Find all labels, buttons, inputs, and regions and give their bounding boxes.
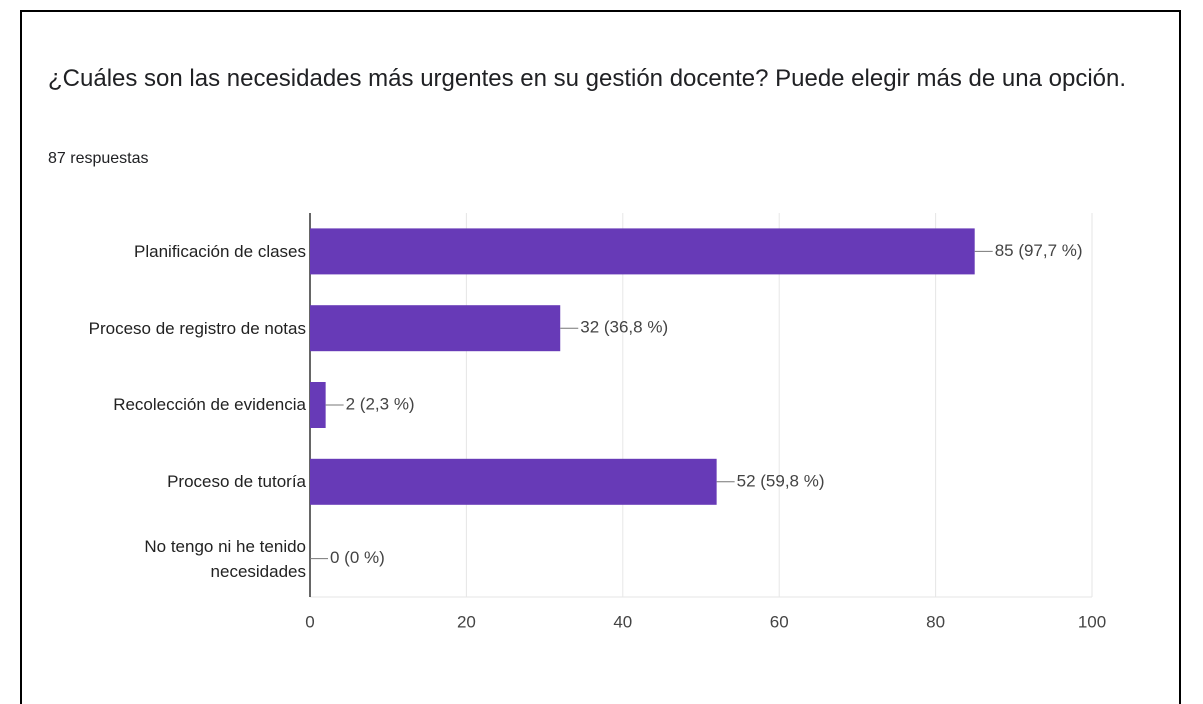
value-label: 0 (0 %) [330,548,385,567]
value-label: 2 (2,3 %) [346,394,415,413]
bar [310,305,561,352]
category-label: Proceso de tutoría [167,472,306,492]
x-tick-label: 100 [1078,612,1106,631]
chart-subtitle: 87 respuestas [48,150,149,167]
category-label: No tengo ni he tenido necesidades [144,536,306,581]
value-label: 32 (36,8 %) [580,318,668,337]
value-label: 85 (97,7 %) [995,241,1083,260]
bar [310,458,717,505]
category-label: Planificación de clases [134,241,306,261]
bar [310,382,326,428]
category-label: Recolección de evidencia [113,395,306,415]
frame [20,10,1181,704]
x-tick-label: 60 [770,612,789,631]
x-tick-label: 20 [457,612,476,631]
category-label: Proceso de registro de notas [88,318,306,338]
chart-title: ¿Cuáles son las necesidades más urgentes… [48,65,1127,92]
x-tick-label: 80 [926,612,945,631]
x-tick-label: 0 [305,612,314,631]
value-label: 52 (59,8 %) [737,471,825,490]
x-tick-label: 40 [613,612,632,631]
bar [310,228,975,275]
